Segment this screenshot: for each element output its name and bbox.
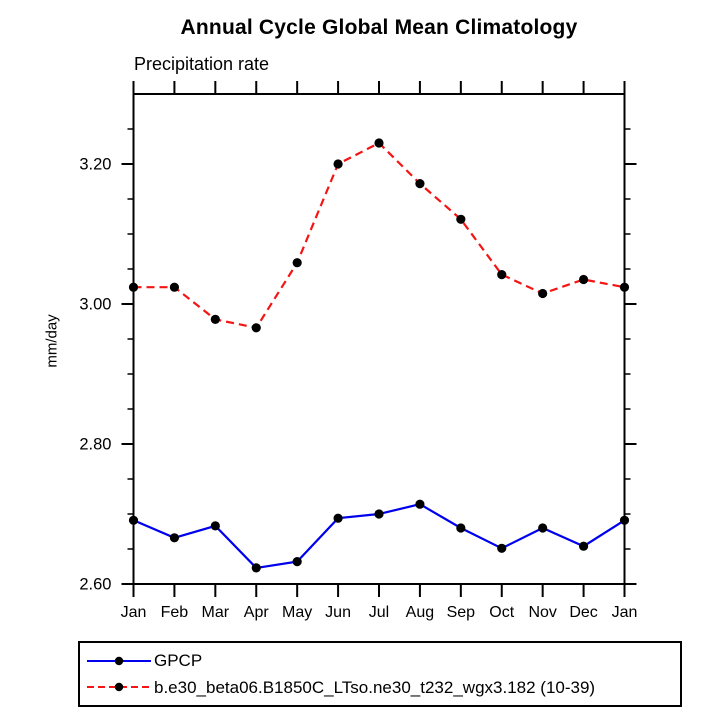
- data-point-s1-6: [374, 138, 384, 148]
- data-point-s0-3: [251, 563, 261, 573]
- data-point-s1-11: [578, 274, 589, 285]
- data-point-s0-10: [538, 523, 548, 533]
- series-line-1: [133, 141, 625, 330]
- data-point-s0-8: [456, 523, 466, 533]
- x-tick-label: Nov: [528, 604, 556, 621]
- x-tick-label: Jul: [369, 604, 389, 621]
- x-tick-label: Dec: [569, 604, 597, 621]
- data-point-s0-9: [497, 543, 507, 553]
- data-point-s1-10: [538, 288, 548, 299]
- x-tick-label: Oct: [489, 604, 514, 621]
- data-point-s0-4: [292, 557, 302, 567]
- chart-title: Annual Cycle Global Mean Climatology: [180, 16, 578, 39]
- y-axis-title: mm/day: [43, 314, 61, 368]
- legend-item-model: b.e30_beta06.B1850C_LTso.ne30_t232_wgx3.…: [86, 678, 680, 696]
- x-tick-label: Mar: [202, 604, 230, 621]
- y-tick-label: 3.20: [79, 156, 111, 174]
- legend-line-sample-model: [87, 683, 151, 692]
- data-point-s1-2: [210, 314, 220, 324]
- data-point-s0-5: [333, 513, 343, 523]
- data-point-s0-1: [169, 533, 180, 543]
- data-point-s1-5: [333, 159, 343, 169]
- x-tick-label: Jan: [612, 604, 638, 621]
- data-point-s1-9: [497, 270, 507, 280]
- data-point-s1-8: [456, 214, 466, 224]
- data-point-s0-11: [578, 541, 589, 551]
- legend-line-sample-gpcp: [87, 656, 151, 665]
- x-tick-label: Jun: [325, 604, 351, 621]
- y-tick-label: 3.00: [79, 296, 111, 314]
- y-tick-label: 2.60: [79, 576, 111, 594]
- legend-marker-model: [114, 683, 124, 692]
- data-point-s0-2: [210, 521, 220, 531]
- x-tick-label: Apr: [244, 604, 270, 621]
- x-tick-label: Jan: [121, 604, 147, 621]
- data-point-s1-1: [169, 282, 180, 292]
- legend-box: GPCP b.e30_beta06.B1850C_LTso.ne30_t232_…: [78, 641, 682, 707]
- data-point-s0-7: [415, 499, 425, 509]
- data-point-s0-12: [619, 515, 630, 525]
- data-point-s1-3: [251, 323, 261, 333]
- x-tick-label: May: [282, 604, 312, 621]
- legend-label-model: b.e30_beta06.B1850C_LTso.ne30_t232_wgx3.…: [154, 677, 596, 697]
- data-point-s1-7: [415, 179, 425, 189]
- legend-label-gpcp: GPCP: [154, 651, 203, 671]
- x-tick-label: Feb: [161, 604, 189, 621]
- x-tick-label: Sep: [447, 604, 476, 621]
- data-point-s0-0: [128, 515, 139, 525]
- y-tick-label: 2.80: [79, 436, 111, 454]
- legend-marker-gpcp: [114, 656, 124, 665]
- data-point-s1-0: [128, 282, 139, 292]
- data-point-s1-4: [292, 258, 302, 268]
- chart-subtitle: Precipitation rate: [134, 54, 270, 74]
- x-tick-label: Aug: [406, 604, 434, 621]
- legend-item-gpcp: GPCP: [86, 652, 680, 670]
- data-point-s1-12: [619, 282, 630, 292]
- data-point-s0-6: [374, 509, 384, 519]
